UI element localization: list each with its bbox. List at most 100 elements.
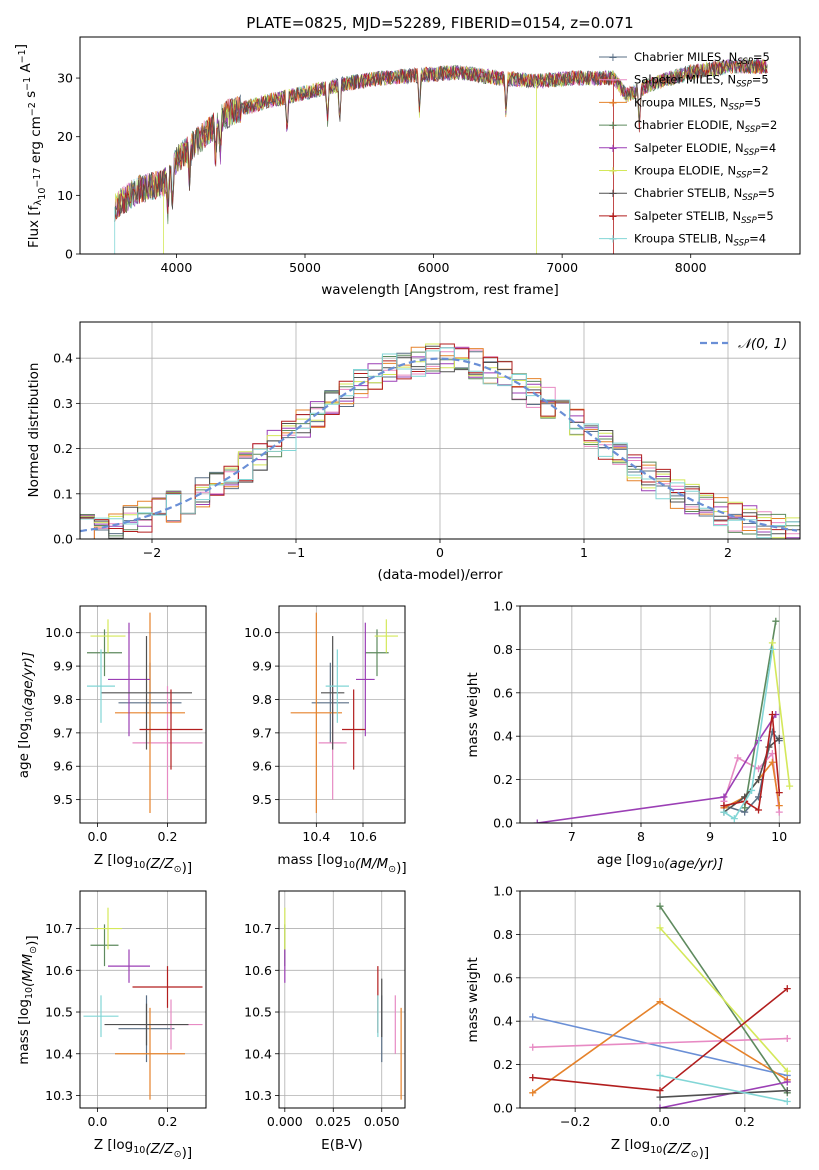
mass_age-frame — [278, 605, 406, 824]
weight-marker — [765, 743, 773, 751]
y-tick-label: 0.3 — [53, 396, 73, 411]
weight-marker — [783, 1097, 791, 1105]
y-tick-label: 1.0 — [493, 884, 513, 899]
y-tick-label: 10.6 — [45, 963, 73, 978]
legend-label: Chabrier MILES, NSSP=5 — [634, 50, 770, 67]
weight-marker — [768, 645, 776, 653]
weight-series — [537, 714, 777, 823]
y-tick-label: 10.7 — [244, 921, 272, 936]
normal-curve — [80, 357, 798, 533]
age-weight-ylabel: mass weight — [465, 672, 481, 757]
weight-marker — [529, 1043, 537, 1051]
legend-marker: + — [608, 209, 618, 223]
y-tick-label: 0.8 — [493, 927, 513, 942]
weight-marker — [783, 1087, 791, 1095]
legend-label: Salpeter ELODIE, NSSP=4 — [634, 141, 776, 158]
x-tick-label: 7 — [568, 829, 576, 844]
y-tick-label: 0.6 — [493, 685, 513, 700]
x-tick-label: 0.2 — [158, 829, 178, 844]
y-tick-label: 0.1 — [53, 486, 73, 501]
weight-marker — [720, 793, 728, 801]
y-tick-label: 9.9 — [53, 659, 73, 674]
x-tick-label: 7000 — [546, 260, 578, 275]
z_age-frame — [79, 605, 207, 824]
weight-series — [771, 642, 791, 787]
x-tick-label: 6000 — [418, 260, 450, 275]
weight-marker — [734, 754, 742, 762]
y-tick-label: 9.5 — [252, 792, 272, 807]
legend-normal-label: 𝒩(0, 1) — [738, 336, 787, 352]
z_mass-errorbars — [83, 907, 203, 1100]
x-tick-label: 8 — [637, 829, 645, 844]
weight-marker — [768, 639, 776, 647]
legend-label: Chabrier STELIB, NSSP=5 — [634, 186, 775, 203]
histogram-ylabel: Normed distribution — [26, 363, 42, 498]
spectrum-xlabel: wavelength [Angstrom, rest frame] — [321, 282, 559, 298]
weight-series — [659, 927, 788, 1072]
x-tick-label: 0.0 — [88, 829, 108, 844]
x-tick-label: 8000 — [675, 260, 707, 275]
histogram-series — [80, 343, 800, 539]
ebv_mass-frame — [278, 890, 406, 1109]
weight-series — [659, 1074, 788, 1103]
histogram-xlabel: (data-model)/error — [377, 567, 503, 583]
x-tick-label: 9 — [706, 829, 714, 844]
weight-series — [532, 1016, 788, 1077]
legend-label: Kroupa ELODIE, NSSP=2 — [634, 164, 769, 181]
y-tick-label: 0.4 — [493, 1014, 513, 1029]
mass-age-xlabel: mass [log10(M/M⊙)] — [277, 852, 406, 876]
legend-marker: + — [608, 118, 618, 132]
z-mass-ylabel: mass [log10(M/M⊙)] — [16, 935, 40, 1064]
legend-marker: + — [608, 95, 618, 109]
weight-marker — [656, 924, 664, 932]
x-tick-label: 10.4 — [302, 829, 330, 844]
weight-marker — [755, 776, 763, 784]
y-tick-label: 10 — [57, 188, 73, 203]
y-tick-label: 9.9 — [252, 659, 272, 674]
y-tick-label: 0.4 — [53, 351, 73, 366]
x-tick-label: 0.2 — [735, 1114, 755, 1129]
y-tick-label: 10.0 — [244, 625, 272, 640]
weight-marker — [783, 985, 791, 993]
weight-marker — [775, 808, 783, 816]
y-tick-label: 10.3 — [45, 1088, 73, 1103]
weight-marker — [741, 804, 749, 812]
x-tick-label: 0.025 — [315, 1114, 351, 1129]
weight-marker — [772, 617, 780, 625]
spectrum-title: PLATE=0825, MJD=52289, FIBERID=0154, z=0… — [246, 14, 633, 32]
weight-marker — [656, 998, 664, 1006]
weight-series — [659, 1089, 788, 1098]
age_weight-frame — [519, 605, 801, 824]
x-tick-label: 10.6 — [349, 829, 377, 844]
y-tick-label: 9.8 — [53, 692, 73, 707]
weight-marker — [786, 782, 794, 790]
y-tick-label: 10.4 — [244, 1046, 272, 1061]
y-tick-label: 0.6 — [493, 970, 513, 985]
weight-marker — [768, 711, 776, 718]
x-tick-label: 0.050 — [364, 1114, 400, 1129]
z-age-xlabel: Z [log10(Z/Z⊙)] — [94, 852, 192, 876]
legend-marker: + — [608, 141, 618, 155]
y-tick-label: 9.8 — [252, 692, 272, 707]
weight-series — [532, 1037, 788, 1048]
y-tick-label: 9.5 — [53, 792, 73, 807]
weight-marker — [755, 765, 763, 773]
spectrum-lines — [114, 57, 768, 254]
weight-marker — [529, 1013, 537, 1021]
spectrum-series — [114, 59, 768, 222]
z-weight-ylabel: mass weight — [465, 957, 481, 1042]
x-tick-label: −1 — [287, 545, 305, 560]
x-tick-label: 0.2 — [158, 1114, 178, 1129]
weight-marker — [720, 802, 728, 810]
y-tick-label: 9.7 — [53, 725, 73, 740]
histogram-step — [80, 347, 800, 539]
x-tick-label: 0 — [436, 545, 444, 560]
weight-marker — [656, 1104, 664, 1108]
z-age-ylabel: age [log10(age/yr)] — [16, 652, 36, 778]
y-tick-label: 10.7 — [45, 921, 73, 936]
y-tick-label: 0.0 — [493, 816, 513, 831]
legend-marker: + — [608, 73, 618, 87]
spectrum-ylabel: Flux [fλ10−17 erg cm−2 s−1 A−1] — [13, 44, 48, 248]
legend-label: Kroupa MILES, NSSP=5 — [634, 95, 761, 112]
